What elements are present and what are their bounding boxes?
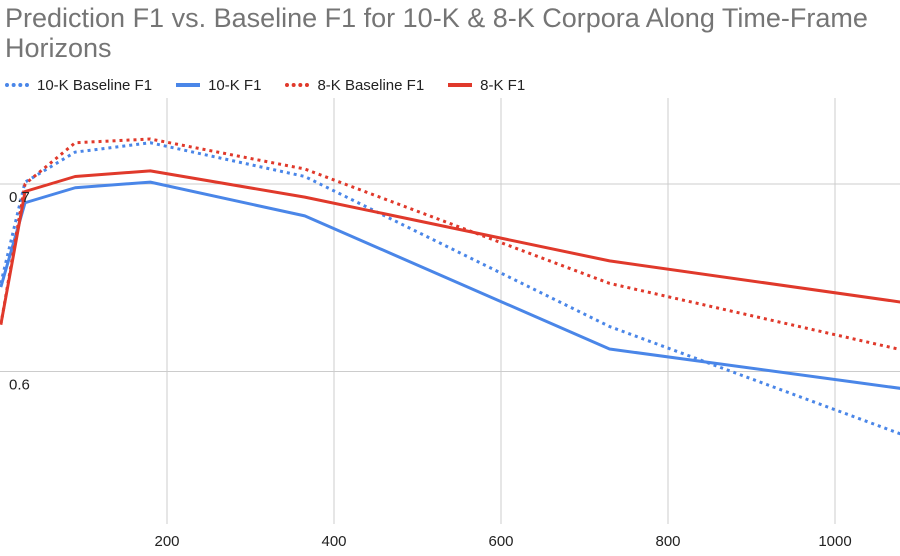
series-line-2 (0, 180, 900, 390)
x-tick-label: 800 (655, 533, 680, 550)
series-line-1 (0, 141, 900, 436)
y-tick-label: 0.7 (9, 189, 30, 206)
chart-grid (0, 98, 900, 524)
chart-series (0, 137, 900, 436)
legend-item-3: 8-K Baseline F1 (285, 77, 424, 94)
legend-swatch (285, 83, 310, 87)
legend-swatch (448, 83, 473, 87)
chart-legend: 10-K Baseline F1 10-K F1 8-K Baseline F1 8-… (0, 74, 541, 96)
legend-label: 10-K F1 (208, 76, 262, 94)
legend-label: 8-K F1 (480, 76, 526, 94)
legend-label: 8-K Baseline F1 (317, 76, 425, 94)
series-line-3 (0, 137, 900, 352)
y-tick-label: 0.6 (9, 377, 30, 394)
x-tick-label: 600 (488, 533, 513, 550)
legend-swatch (5, 83, 29, 87)
series-line-4 (0, 169, 900, 325)
legend-item-1: 10-K Baseline F1 (5, 77, 152, 94)
chart-title: Prediction F1 vs. Baseline F1 for 10-K &… (5, 3, 868, 63)
legend-swatch (176, 83, 201, 87)
legend-label: 10-K Baseline F1 (37, 76, 153, 94)
legend-item-4: 8-K F1 (448, 77, 525, 94)
chart-tick-labels: 200 400 600 800 1000 0.6 0.7 (9, 189, 852, 550)
x-tick-label: 400 (321, 533, 346, 550)
x-tick-label: 200 (154, 533, 179, 550)
legend-item-2: 10-K F1 (176, 77, 261, 94)
x-tick-label: 1000 (818, 533, 851, 550)
